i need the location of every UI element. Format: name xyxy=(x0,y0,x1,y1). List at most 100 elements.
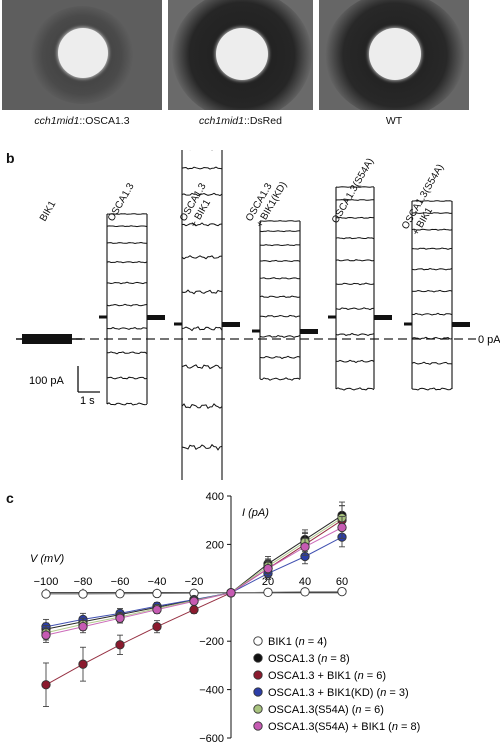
photo-osca13 xyxy=(2,0,162,110)
legend-item: OSCA1.3 (n = 8) xyxy=(253,653,350,665)
tail-current xyxy=(300,329,318,334)
trace-group xyxy=(16,334,82,344)
current-sweep xyxy=(335,307,375,311)
x-axis-label: V (mV) xyxy=(30,553,65,565)
tail-current xyxy=(222,322,240,327)
legend-item: OSCA1.3 + BIK1(KD) (n = 3) xyxy=(253,687,409,699)
data-point xyxy=(152,622,162,632)
data-point xyxy=(189,605,199,615)
legend-item: OSCA1.3 + BIK1 (n = 6) xyxy=(253,670,386,682)
legend-item: BIK1 (n = 4) xyxy=(253,636,327,648)
current-sweep xyxy=(335,259,375,262)
photo-dsred xyxy=(168,0,313,110)
current-sweep xyxy=(259,230,301,233)
current-sweep xyxy=(259,244,300,247)
current-sweep xyxy=(106,260,148,264)
current-sweep xyxy=(411,212,453,214)
legend-marker xyxy=(253,704,263,714)
caption-osca13: cch1mid1::OSCA1.3 xyxy=(34,115,130,127)
legend-label: OSCA1.3 + BIK1(KD) (n = 3) xyxy=(268,687,409,699)
y-tick-label: −400 xyxy=(199,685,224,697)
current-sweep xyxy=(411,247,453,250)
y-axis-label: I (pA) xyxy=(242,507,269,519)
current-sweep xyxy=(411,336,453,340)
data-point xyxy=(41,589,51,599)
series xyxy=(41,501,347,636)
current-sweep xyxy=(106,225,148,228)
trace-group xyxy=(328,186,392,391)
legend-label: BIK1 (n = 4) xyxy=(268,636,327,648)
current-sweep xyxy=(335,186,374,188)
panel-c-letter: c xyxy=(6,490,14,506)
caption-dsred: cch1mid1::DsRed xyxy=(199,115,282,127)
tail-current xyxy=(374,315,392,320)
current-sweep xyxy=(259,277,301,280)
legend-label: OSCA1.3 (n = 8) xyxy=(268,653,350,665)
current-sweep xyxy=(181,403,223,410)
current-sweep xyxy=(181,443,223,451)
x-tick-label: −100 xyxy=(34,576,59,588)
legend-marker xyxy=(253,653,263,663)
x-tick-label: −20 xyxy=(185,576,204,588)
current-sweep xyxy=(335,199,374,201)
legend: BIK1 (n = 4) OSCA1.3 (n = 8) OSCA1.3 + BIK… xyxy=(253,636,420,733)
current-sweep xyxy=(335,359,375,364)
current-sweep xyxy=(259,334,301,338)
data-point xyxy=(115,640,125,650)
zero-current-label: 0 pA xyxy=(478,334,500,346)
caption-wt: WT xyxy=(385,115,403,127)
colony xyxy=(216,28,268,80)
series-layer xyxy=(41,501,347,707)
trace-group xyxy=(252,220,318,381)
x-tick-label: 60 xyxy=(336,576,348,588)
current-sweep xyxy=(181,192,223,197)
current-sweep xyxy=(411,289,453,293)
legend-item: OSCA1.3(S54A) + BIK1 (n = 8) xyxy=(253,721,420,733)
legend-label: OSCA1.3(S54A) (n = 6) xyxy=(268,704,384,716)
current-sweep xyxy=(107,351,148,355)
data-point xyxy=(300,587,310,597)
legend-item: OSCA1.3(S54A) (n = 6) xyxy=(253,704,384,716)
legend-marker xyxy=(253,687,263,697)
legend-label: OSCA1.3 + BIK1 (n = 6) xyxy=(268,670,386,682)
current-sweep xyxy=(335,332,375,337)
panel-b-letter: b xyxy=(6,150,15,166)
trace-group xyxy=(404,200,470,391)
current-sweep xyxy=(260,314,301,318)
x-tick-label: −80 xyxy=(74,576,93,588)
data-point xyxy=(152,588,162,599)
data-point xyxy=(78,659,88,669)
current-sweep xyxy=(106,303,148,307)
current-sweep xyxy=(260,259,301,263)
current-sweep xyxy=(259,355,301,360)
trace-groups xyxy=(16,150,470,480)
trace-group xyxy=(174,150,240,480)
series xyxy=(41,516,347,643)
data-point xyxy=(226,588,236,598)
current-sweep xyxy=(411,361,453,365)
x-tick-label: −60 xyxy=(111,576,130,588)
current-sweep xyxy=(411,312,453,316)
current-sweep xyxy=(106,213,147,215)
scale-bar-current: 100 pA xyxy=(29,375,65,387)
current-sweep xyxy=(335,387,375,391)
y-tick-label: −200 xyxy=(199,636,224,648)
x-tick-label: 40 xyxy=(299,576,311,588)
data-point xyxy=(300,542,310,552)
current-sweep xyxy=(181,255,223,260)
y-tick-label: 400 xyxy=(206,491,224,503)
iv-chart: −100 −80 −60 −40 −20 20 40 60 400 200 −200 −400 −600… xyxy=(30,491,420,745)
data-point xyxy=(189,596,199,606)
current-sweep xyxy=(106,326,148,330)
tail-current xyxy=(147,315,165,320)
current-sweep xyxy=(411,387,453,391)
current-sweep xyxy=(411,267,453,271)
data-point xyxy=(337,522,347,533)
legend-marker xyxy=(253,721,263,731)
current-sweep xyxy=(106,402,148,406)
current-sweep xyxy=(259,295,301,298)
data-point xyxy=(115,589,125,599)
current-sweep xyxy=(412,200,453,202)
data-point xyxy=(263,587,273,597)
current-sweep xyxy=(336,216,375,219)
